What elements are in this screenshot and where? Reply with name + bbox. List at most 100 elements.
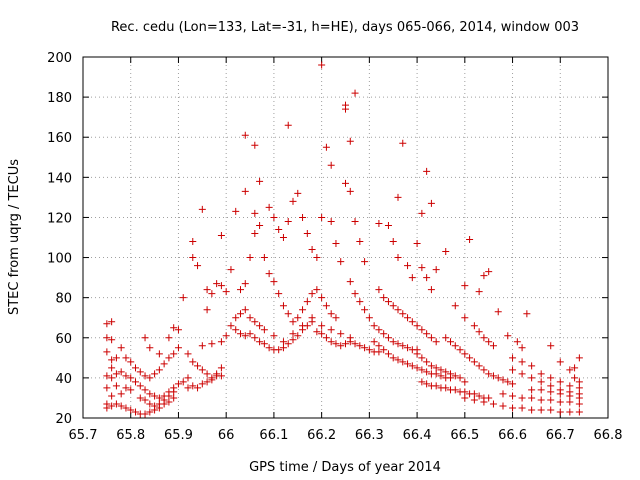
data-point bbox=[294, 314, 302, 322]
data-point bbox=[489, 372, 497, 380]
data-point bbox=[241, 332, 249, 340]
data-point bbox=[155, 400, 163, 408]
data-point bbox=[184, 350, 192, 358]
data-point bbox=[432, 266, 440, 274]
data-point bbox=[217, 372, 225, 380]
data-point bbox=[451, 342, 459, 350]
data-point bbox=[432, 364, 440, 372]
data-point bbox=[370, 338, 378, 346]
data-point bbox=[198, 380, 206, 388]
data-point bbox=[571, 364, 579, 372]
data-point bbox=[432, 382, 440, 390]
data-point bbox=[294, 189, 302, 197]
data-point bbox=[461, 388, 469, 396]
data-point bbox=[466, 236, 474, 244]
data-point bbox=[151, 370, 159, 378]
data-point bbox=[279, 302, 287, 310]
data-point bbox=[289, 318, 297, 326]
data-point bbox=[284, 310, 292, 318]
y-tick-label: 180 bbox=[47, 91, 72, 106]
data-point bbox=[528, 394, 536, 402]
data-point bbox=[485, 370, 493, 378]
data-point bbox=[217, 231, 225, 239]
data-point bbox=[203, 306, 211, 314]
data-point bbox=[270, 213, 278, 221]
data-point bbox=[174, 326, 182, 334]
data-point bbox=[318, 330, 326, 338]
data-point bbox=[136, 394, 144, 402]
data-point bbox=[346, 278, 354, 286]
data-point bbox=[575, 384, 583, 392]
x-tick-label: 66.6 bbox=[498, 428, 527, 443]
x-tick-label: 65.9 bbox=[164, 428, 193, 443]
y-tick-label: 140 bbox=[47, 171, 72, 186]
data-point bbox=[256, 177, 264, 185]
data-point bbox=[170, 324, 178, 332]
x-tick-label: 66.7 bbox=[546, 428, 575, 443]
data-point bbox=[194, 384, 202, 392]
data-point bbox=[117, 368, 125, 376]
data-point bbox=[342, 179, 349, 187]
data-point bbox=[394, 340, 402, 348]
data-point bbox=[241, 131, 249, 139]
data-point bbox=[432, 370, 440, 378]
data-point bbox=[384, 350, 392, 358]
data-point bbox=[413, 322, 421, 330]
data-point bbox=[485, 338, 493, 346]
data-point bbox=[423, 330, 431, 338]
data-point bbox=[260, 340, 268, 348]
data-point bbox=[404, 314, 412, 322]
data-point bbox=[442, 248, 450, 256]
data-point bbox=[146, 344, 154, 352]
data-point bbox=[380, 330, 388, 338]
data-point bbox=[351, 340, 359, 348]
data-point bbox=[480, 272, 488, 280]
data-point bbox=[141, 396, 149, 404]
data-point bbox=[509, 380, 517, 388]
data-point bbox=[456, 346, 464, 354]
data-point bbox=[518, 358, 526, 366]
data-point bbox=[332, 240, 340, 248]
data-point bbox=[528, 362, 536, 370]
data-point bbox=[556, 378, 564, 386]
data-point bbox=[260, 254, 268, 262]
data-point bbox=[108, 336, 116, 344]
data-point bbox=[146, 390, 154, 398]
data-point bbox=[217, 364, 225, 372]
data-point bbox=[232, 326, 240, 334]
data-point bbox=[466, 354, 474, 362]
data-point bbox=[489, 342, 497, 350]
data-point bbox=[270, 278, 278, 286]
data-point bbox=[146, 408, 154, 416]
data-point bbox=[203, 370, 211, 378]
data-point bbox=[394, 254, 402, 262]
data-point bbox=[461, 314, 469, 322]
data-point bbox=[447, 370, 454, 378]
data-point bbox=[198, 366, 206, 374]
data-point bbox=[494, 374, 502, 382]
y-tick-label: 60 bbox=[55, 332, 72, 347]
data-point bbox=[256, 338, 264, 346]
data-point bbox=[447, 338, 454, 346]
data-point bbox=[132, 364, 139, 372]
data-point bbox=[575, 378, 583, 386]
data-point bbox=[327, 161, 335, 169]
data-point bbox=[389, 302, 397, 310]
data-point bbox=[279, 234, 287, 241]
data-point bbox=[237, 286, 244, 294]
data-point bbox=[246, 330, 254, 338]
data-point bbox=[356, 342, 364, 350]
data-point bbox=[127, 386, 135, 394]
data-point bbox=[451, 386, 459, 394]
data-point bbox=[499, 390, 507, 398]
data-point bbox=[556, 408, 564, 416]
data-point bbox=[370, 322, 378, 330]
x-tick-label: 66.4 bbox=[403, 428, 432, 443]
data-point bbox=[413, 350, 421, 358]
data-point bbox=[308, 290, 316, 298]
data-point bbox=[132, 408, 139, 416]
data-point bbox=[346, 334, 354, 342]
data-point bbox=[356, 298, 364, 306]
data-point bbox=[108, 356, 116, 364]
data-point bbox=[461, 350, 469, 358]
